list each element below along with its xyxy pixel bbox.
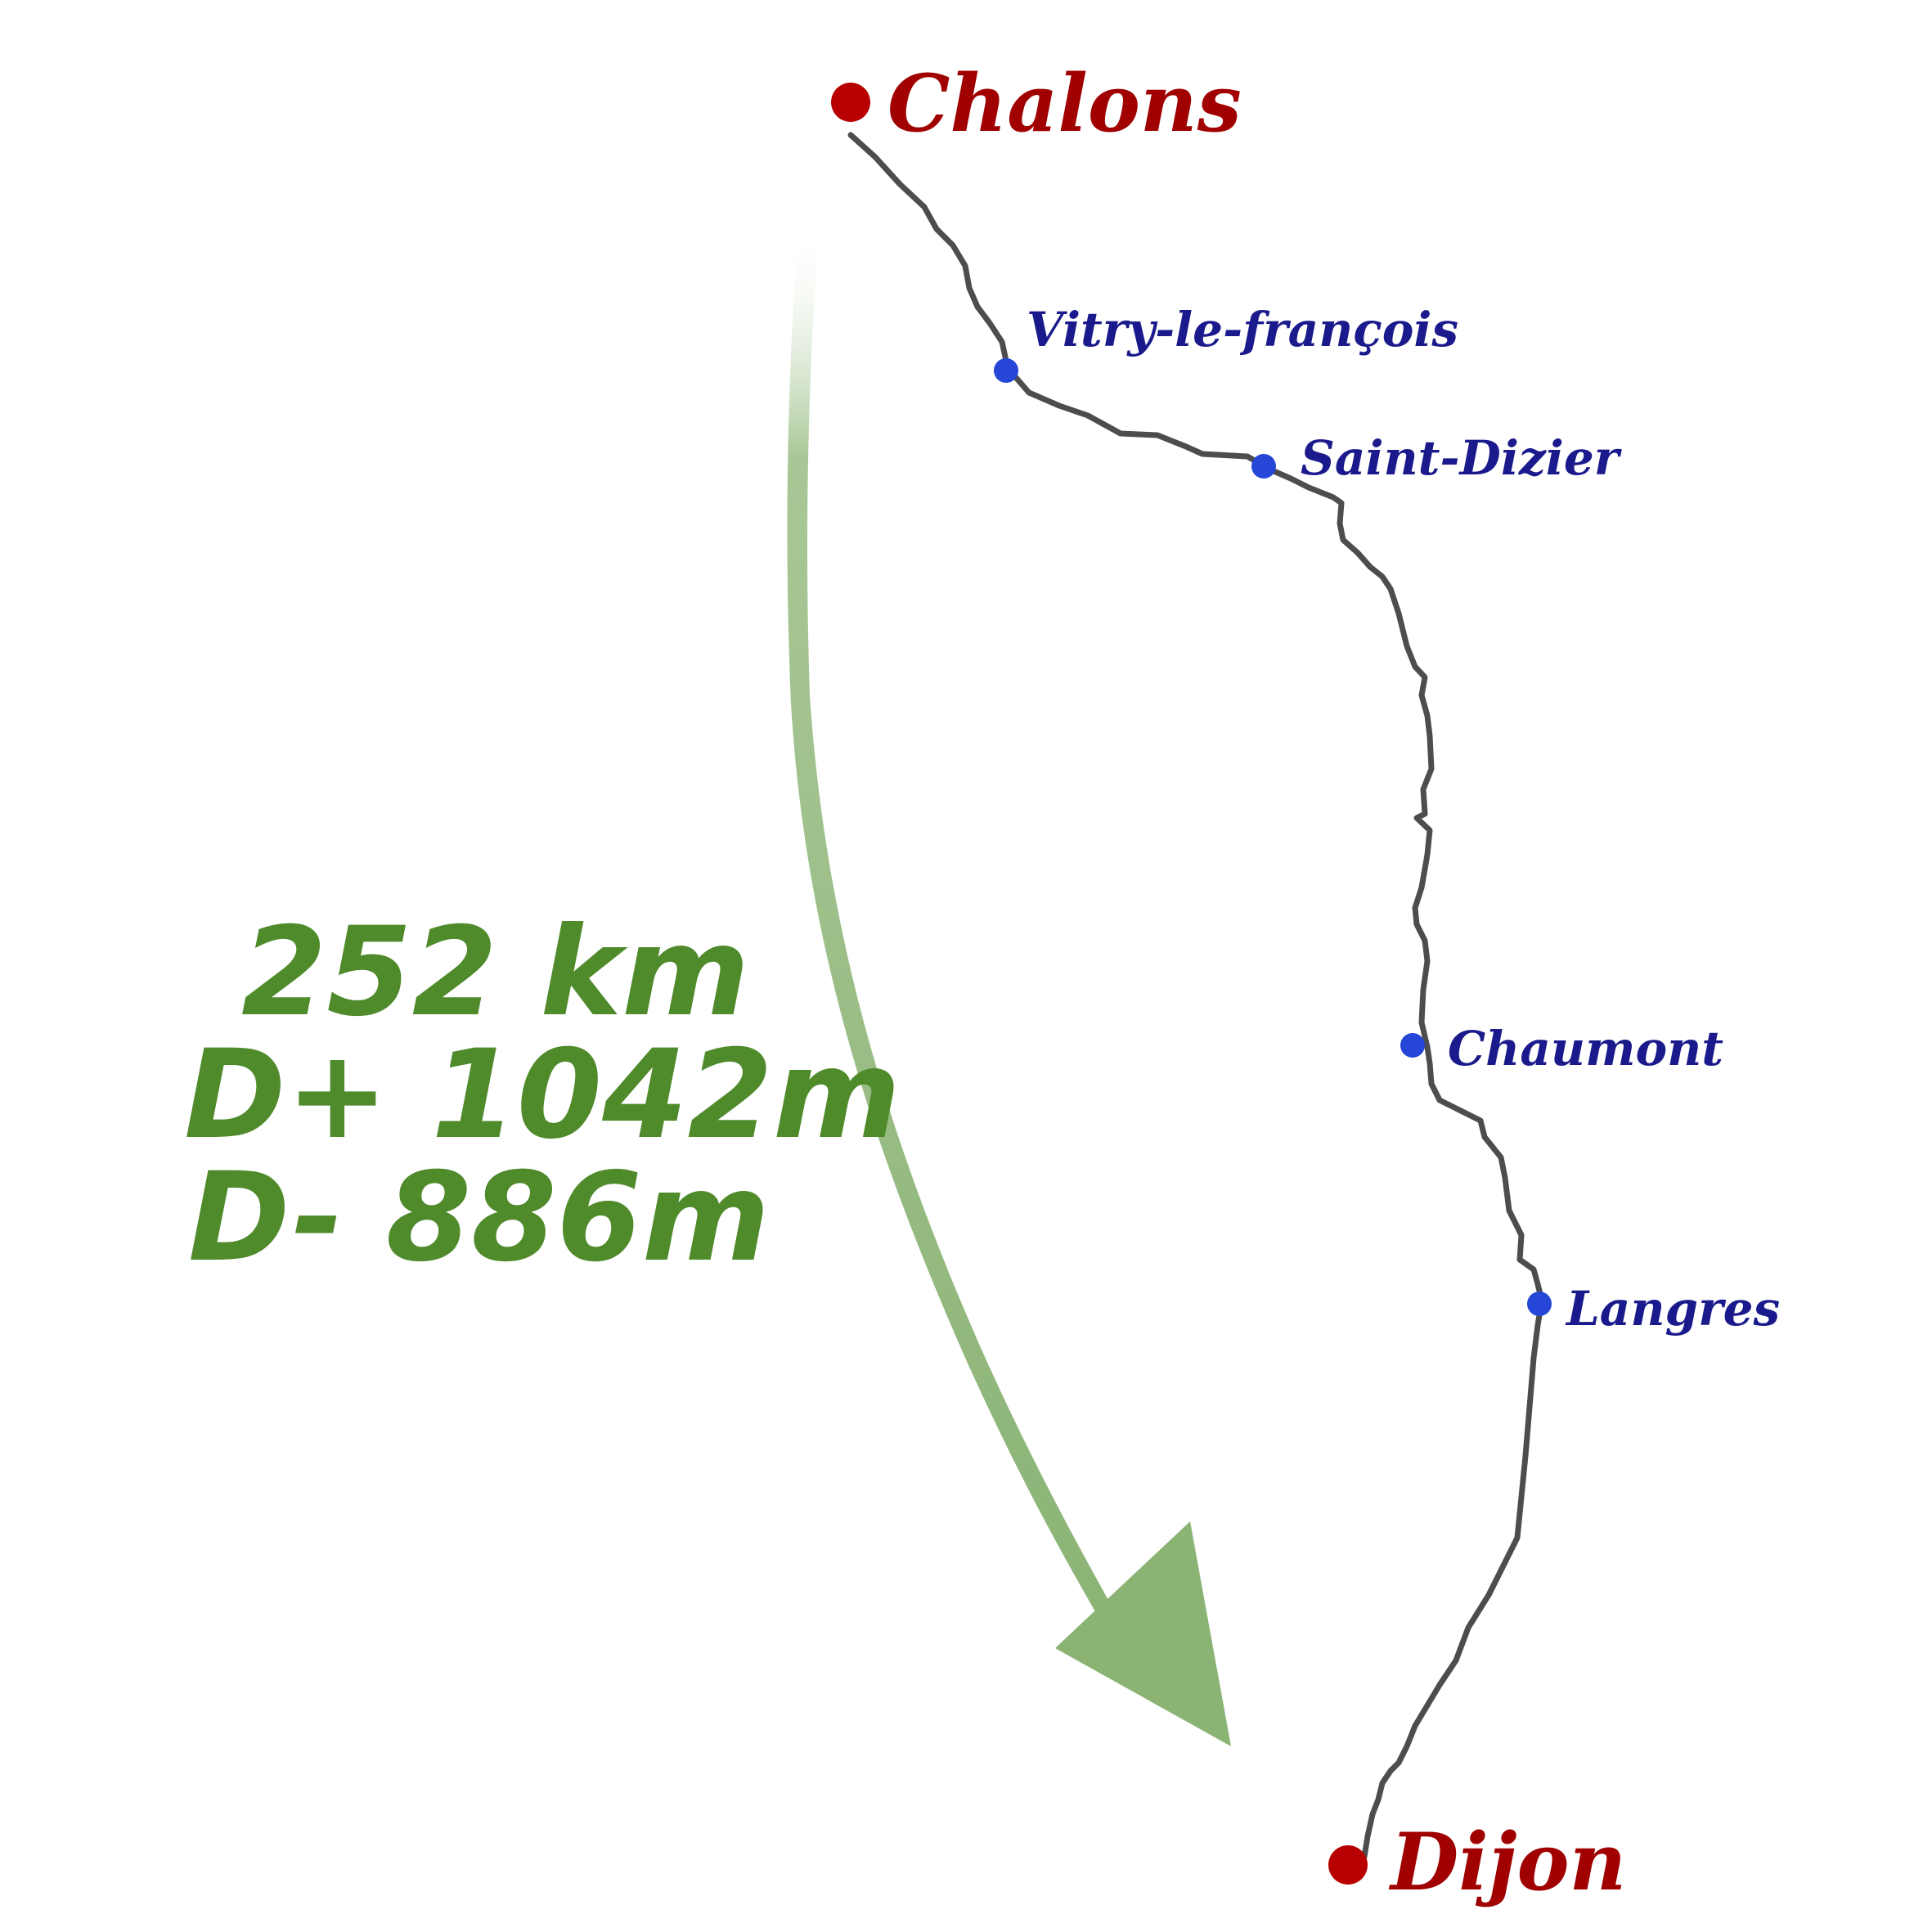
langres-dot: [1527, 1292, 1552, 1316]
saint-dizier-label: Saint-Dizier: [1301, 430, 1623, 486]
elevation-gain-stat: D+ 1042m: [184, 1024, 901, 1166]
dijon-dot: [1328, 1845, 1368, 1885]
chaumont-dot: [1400, 1033, 1425, 1058]
chalons-label: Chalons: [887, 57, 1242, 150]
langres-label: Langres: [1565, 1281, 1780, 1337]
chaumont-label: Chaumont: [1448, 1021, 1723, 1076]
distance-stat: 252 km: [241, 901, 749, 1044]
route-line: [847, 132, 1545, 1860]
direction-arrow: [787, 241, 1231, 1746]
elevation-loss-stat: D- 886m: [188, 1147, 770, 1289]
chalons-dot: [831, 83, 870, 122]
direction-arrow-shaft: [787, 241, 1145, 1677]
direction-arrow-head: [1055, 1521, 1231, 1746]
vitry-le-francois-label: Vitry-le-françois: [1027, 302, 1458, 357]
vitry-le-francois-dot: [994, 358, 1018, 383]
saint-dizier-dot: [1251, 454, 1276, 479]
dijon-label: Dijon: [1388, 1816, 1626, 1908]
